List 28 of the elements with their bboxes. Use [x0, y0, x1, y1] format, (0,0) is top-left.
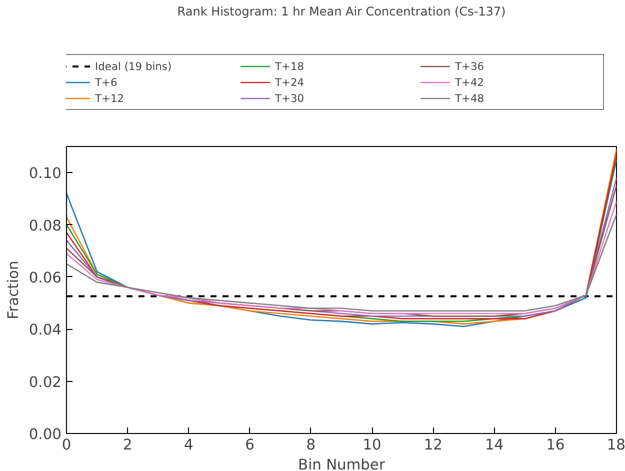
x-tick-label: 8 — [306, 436, 316, 454]
y-tick-label: 0.00 — [28, 426, 62, 443]
y-tick-label: 0.02 — [28, 374, 62, 391]
legend-label: Ideal (19 bins) — [95, 58, 173, 74]
y-tick-label: 0.06 — [28, 269, 62, 286]
y-tick-label: 0.08 — [28, 217, 62, 234]
legend-label: T+42 — [455, 74, 485, 90]
x-tick-label: 18 — [606, 436, 625, 454]
legend-label: T+36 — [455, 58, 485, 74]
x-tick-label: 12 — [424, 436, 442, 454]
x-tick-label: 16 — [546, 436, 565, 454]
legend-label: T+24 — [275, 74, 305, 90]
legend-label: T+18 — [275, 58, 305, 74]
y-tick-label: 0.10 — [28, 165, 62, 182]
legend-label: T+12 — [95, 90, 125, 106]
legend-label: T+6 — [95, 74, 118, 90]
x-axis-title: Bin Number — [298, 456, 386, 471]
x-tick-label: 4 — [184, 436, 194, 454]
x-tick-label: 6 — [245, 436, 254, 454]
y-tick-label: 0.04 — [28, 322, 62, 339]
x-tick-label: 14 — [484, 436, 504, 454]
legend-label: T+30 — [275, 90, 305, 106]
x-tick-label: 2 — [122, 436, 132, 454]
x-tick-label: 10 — [362, 436, 382, 454]
chart-title: Rank Histogram: 1 hr Mean Air Concentration (Cs-137) — [177, 4, 506, 18]
legend-label: T+48 — [455, 90, 485, 106]
x-tick-label: 0 — [62, 436, 72, 454]
y-axis-title: Fraction — [4, 260, 22, 320]
